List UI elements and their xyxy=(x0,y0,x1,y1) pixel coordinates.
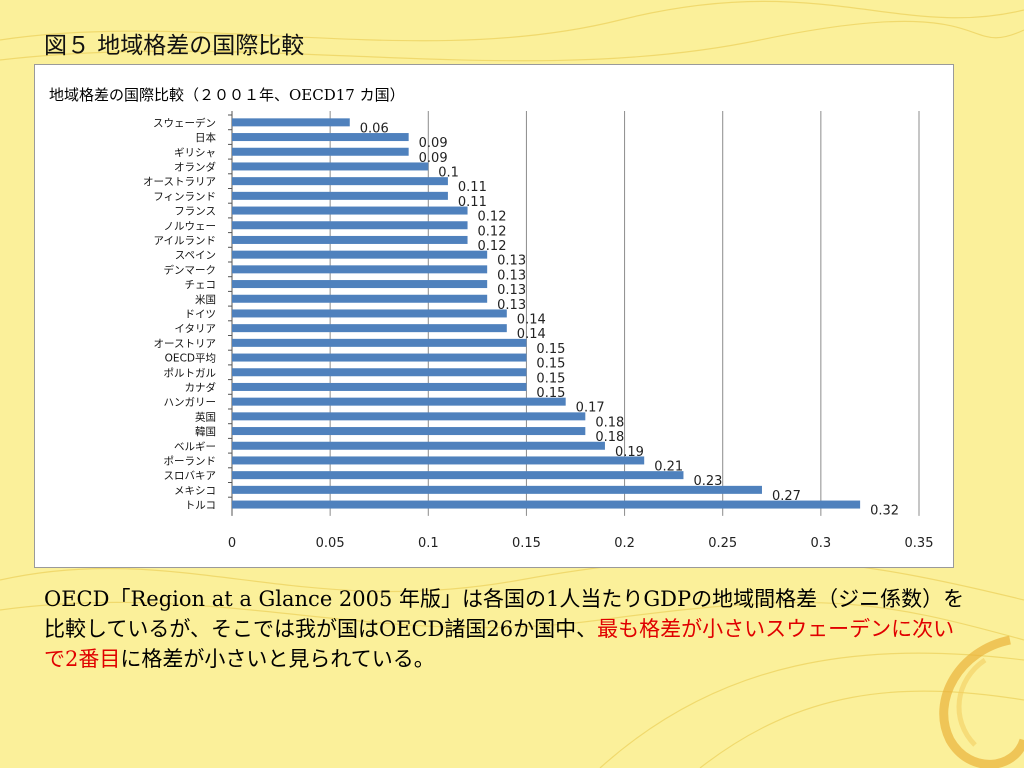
data-label: 0.11 xyxy=(458,180,487,195)
data-label: 0.19 xyxy=(615,445,644,460)
caption-part-1: OECD「Region at a Glance 2005 年版」は各国の1人当た… xyxy=(44,587,965,641)
data-label: 0.06 xyxy=(360,121,389,136)
x-tick-label: 0.35 xyxy=(905,536,934,551)
data-label: 0.14 xyxy=(517,327,546,342)
bar xyxy=(232,500,861,509)
category-label: トルコ xyxy=(185,500,216,512)
data-label: 0.23 xyxy=(693,474,722,489)
x-tick-label: 0.1 xyxy=(418,536,439,551)
category-label: ノルウェー xyxy=(164,220,217,232)
category-label: ポルトガル xyxy=(164,367,217,379)
category-label: イタリア xyxy=(174,323,216,335)
data-label: 0.15 xyxy=(536,371,565,386)
x-tick-label: 0.05 xyxy=(316,536,345,551)
category-label: 日本 xyxy=(195,131,216,144)
data-label: 0.09 xyxy=(419,151,448,166)
bar xyxy=(232,206,468,215)
bar xyxy=(232,280,488,289)
category-label: オーストリア xyxy=(154,338,216,350)
caption-part-2: に格差が小さいと見られている。 xyxy=(120,647,435,671)
bar xyxy=(232,309,507,318)
category-label: ドイツ xyxy=(185,308,217,320)
bar xyxy=(232,265,488,274)
data-label: 0.17 xyxy=(576,401,605,416)
data-label: 0.21 xyxy=(654,459,683,474)
data-label: 0.13 xyxy=(497,298,526,313)
x-tick-label: 0.15 xyxy=(512,536,541,551)
bar xyxy=(232,250,488,259)
bar xyxy=(232,324,507,333)
data-label: 0.18 xyxy=(595,430,624,445)
bar xyxy=(232,456,645,465)
category-label: スペイン xyxy=(175,250,216,262)
category-label: スロバキア xyxy=(164,470,217,482)
bar xyxy=(232,118,350,127)
category-label: オーストラリア xyxy=(143,176,216,188)
bar xyxy=(232,397,566,406)
category-label: デンマーク xyxy=(164,263,217,276)
bar xyxy=(232,191,448,200)
bar xyxy=(232,471,684,480)
x-tick-label: 0.2 xyxy=(614,536,635,551)
data-label: 0.32 xyxy=(870,504,899,519)
data-label: 0.1 xyxy=(438,165,459,180)
bar xyxy=(232,338,527,347)
data-label: 0.27 xyxy=(772,489,801,504)
data-label: 0.13 xyxy=(497,283,526,298)
data-label: 0.12 xyxy=(478,210,507,225)
bar xyxy=(232,485,762,494)
bar xyxy=(232,382,527,391)
data-label: 0.12 xyxy=(478,224,507,239)
category-label: フィンランド xyxy=(153,191,216,203)
x-tick-label: 0 xyxy=(228,536,236,551)
bar xyxy=(232,412,586,421)
category-label: アイルランド xyxy=(154,235,216,247)
category-label: ハンガリー xyxy=(164,397,217,409)
data-label: 0.15 xyxy=(536,386,565,401)
bar xyxy=(232,177,448,186)
category-label: OECD平均 xyxy=(165,353,216,365)
category-label: チェコ xyxy=(185,279,217,291)
category-label: メキシコ xyxy=(174,485,216,497)
data-label: 0.18 xyxy=(595,415,624,430)
x-tick-label: 0.3 xyxy=(811,536,832,551)
data-label: 0.13 xyxy=(497,254,526,269)
category-label: 韓国 xyxy=(195,426,216,438)
bar xyxy=(232,221,468,230)
chart-title: 地域格差の国際比較（２００１年、OECD17 カ国） xyxy=(49,86,405,104)
x-tick-label: 0.25 xyxy=(708,536,737,551)
category-label: ベルギー xyxy=(174,441,216,453)
caption-highlight: 最も格差が小さいスウェーデンに次いで2番目 xyxy=(44,617,955,671)
data-label: 0.11 xyxy=(458,195,487,210)
category-label: 英国 xyxy=(195,410,216,423)
data-label: 0.13 xyxy=(497,268,526,283)
category-label: 米国 xyxy=(195,293,216,306)
category-label: フランス xyxy=(174,206,216,218)
bar xyxy=(232,235,468,244)
bar xyxy=(232,133,409,142)
bar-chart: 地域格差の国際比較（２００１年、OECD17 カ国）0 0.05 0.1 0.15 0.… xyxy=(49,86,934,551)
bar xyxy=(232,441,605,450)
category-label: スウェーデン xyxy=(153,116,216,129)
data-label: 0.09 xyxy=(419,136,448,151)
data-label: 0.15 xyxy=(536,357,565,372)
category-label: ギリシャ xyxy=(174,147,216,159)
data-label: 0.12 xyxy=(478,239,507,254)
bar xyxy=(232,368,527,377)
category-label: カナダ xyxy=(185,381,217,394)
caption-text: OECD「Region at a Glance 2005 年版」は各国の1人当た… xyxy=(44,584,974,674)
bar xyxy=(232,427,586,436)
bar xyxy=(232,294,488,303)
category-label: ポーランド xyxy=(164,455,217,467)
data-label: 0.14 xyxy=(517,312,546,327)
bar xyxy=(232,147,409,156)
bar xyxy=(232,162,429,171)
chart-container: 地域格差の国際比較（２００１年、OECD17 カ国） 0 0.05 0.1 0.15 0.… xyxy=(34,64,954,568)
data-label: 0.15 xyxy=(536,342,565,357)
bar xyxy=(232,353,527,362)
category-label: オランダ xyxy=(174,160,216,173)
slide-title: 図５ 地域格差の国際比較 xyxy=(44,33,305,59)
